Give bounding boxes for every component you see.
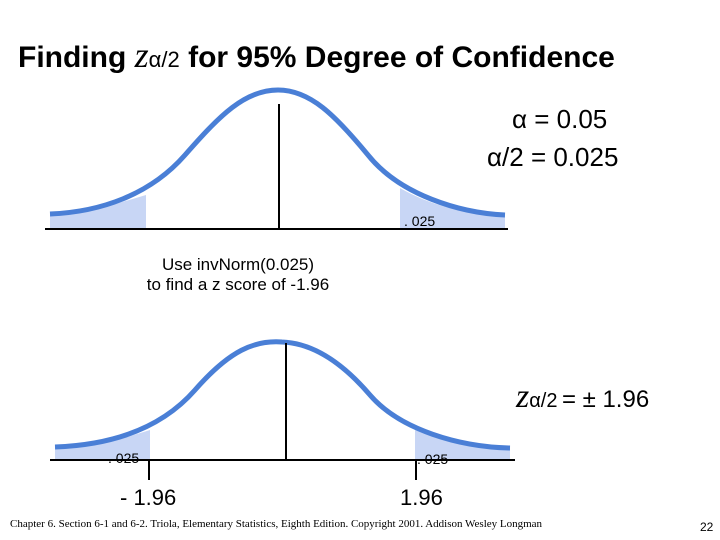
left-critical-value: - 1.96 [120,485,177,510]
title-z-symbol: z [134,35,149,75]
z-result-subscript: α/2 [529,390,558,412]
instruction-line-1: Use invNorm(0.025) [161,255,315,274]
top-left-tail-fill [50,195,146,229]
title-prefix: Finding [18,41,127,74]
page-number: 22 [700,520,714,534]
bottom-left-tail-label: . 025 [108,450,140,466]
alpha-equation: α = 0.05 [512,104,608,134]
top-normal-curve [45,87,508,230]
z-result-symbol: z [516,378,530,415]
title-suffix: for 95% Degree of Confidence [188,41,615,74]
z-result: zα/2 = ± 1.96 [516,378,649,416]
bottom-curve-line [54,339,511,451]
footer-citation: Chapter 6. Section 6-1 and 6-2. Triola, … [10,518,543,530]
bottom-normal-curve [50,339,515,480]
half-alpha-equation: α/2 = 0.025 [487,142,619,172]
right-critical-value: 1.96 [400,485,443,510]
title-z-subscript: α/2 [148,47,180,72]
top-curve-line [49,87,506,218]
top-right-tail-label: . 025 [404,213,436,229]
instruction-line-2: to find a z score of -1.96 [146,275,330,294]
bottom-right-tail-label: . 025 [417,451,449,467]
page-title: Finding zα/2 for 95% Degree of Confidenc… [18,34,615,76]
z-result-value: = ± 1.96 [561,386,650,413]
instruction-text: Use invNorm(0.025) to find a z score of … [118,255,358,295]
